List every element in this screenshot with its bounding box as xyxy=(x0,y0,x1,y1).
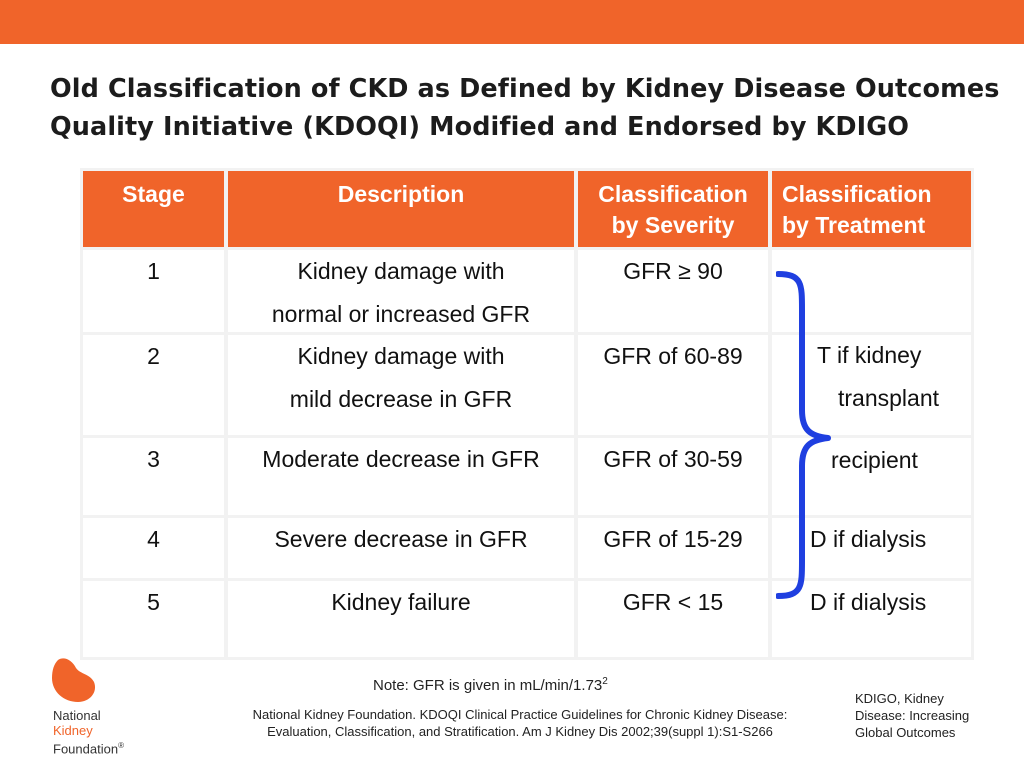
row-5-severity: GFR < 15 xyxy=(578,581,768,657)
slide-title: Old Classification of CKD as Defined by … xyxy=(50,70,1000,146)
row-1-description-line-1: Kidney damage with xyxy=(297,258,505,284)
row-5-stage-text: 5 xyxy=(147,589,160,615)
logo-registered-mark: ® xyxy=(118,741,124,750)
row-3-stage: 3 xyxy=(83,438,224,515)
header-severity-line-1: Classification xyxy=(598,181,748,207)
row-1-stage-text: 1 xyxy=(147,258,160,284)
row-4-stage-text: 4 xyxy=(147,526,160,552)
header-treatment: Classification by Treatment xyxy=(772,171,971,247)
row-3-severity-text: GFR of 30-59 xyxy=(603,446,743,472)
row-3-description-text: Moderate decrease in GFR xyxy=(262,446,540,472)
nkf-logo: National Kidney Foundation® xyxy=(50,656,140,756)
kdigo-footnote-line-3: Global Outcomes xyxy=(855,725,956,740)
row-2-severity: GFR of 60-89 xyxy=(578,335,768,435)
row-4-severity-text: GFR of 15-29 xyxy=(603,526,743,552)
row-1-description: Kidney damage with normal or increased G… xyxy=(228,250,574,332)
treatment-dialysis-row-5: D if dialysis xyxy=(810,589,927,615)
kdigo-footnote: KDIGO, Kidney Disease: Increasing Global… xyxy=(855,690,1005,741)
row-1-description-line-2: normal or increased GFR xyxy=(271,301,531,327)
gfr-unit-note-text: Note: GFR is given in mL/min/1.73 xyxy=(373,677,603,694)
header-stage-label: Stage xyxy=(122,181,185,207)
row-2-stage: 2 xyxy=(83,335,224,435)
row-5-description-text: Kidney failure xyxy=(331,589,471,615)
row-2-severity-text: GFR of 60-89 xyxy=(603,343,743,369)
curly-brace-icon xyxy=(776,271,831,599)
row-5-severity-text: GFR < 15 xyxy=(622,589,724,615)
row-4-description-text: Severe decrease in GFR xyxy=(274,526,528,552)
row-2-description: Kidney damage with mild decrease in GFR xyxy=(228,335,574,435)
header-treatment-line-2: by Treatment xyxy=(782,212,926,238)
citation: National Kidney Foundation. KDOQI Clinic… xyxy=(220,706,820,740)
row-4-description: Severe decrease in GFR xyxy=(228,518,574,578)
row-4-stage: 4 xyxy=(83,518,224,578)
row-2-stage-text: 2 xyxy=(147,343,160,369)
row-3-description: Moderate decrease in GFR xyxy=(228,438,574,515)
row-1-severity: GFR ≥ 90 xyxy=(578,250,768,332)
citation-line-2: Evaluation, Classification, and Stratifi… xyxy=(267,724,773,739)
row-2-description-line-2: mild decrease in GFR xyxy=(289,386,513,412)
header-treatment-line-1: Classification xyxy=(782,181,932,207)
treatment-dialysis-row-4: D if dialysis xyxy=(810,526,927,552)
nkf-logo-text: National Kidney Foundation® xyxy=(53,708,124,756)
header-stage: Stage xyxy=(83,171,224,247)
header-severity-line-2: by Severity xyxy=(611,212,735,238)
row-1-stage: 1 xyxy=(83,250,224,332)
row-4-treatment xyxy=(772,518,971,578)
logo-text-foundation: Foundation xyxy=(53,741,119,757)
header-description-label: Description xyxy=(337,181,465,207)
gfr-unit-note-superscript: 2 xyxy=(602,676,608,687)
logo-text-national: National xyxy=(53,708,101,723)
logo-text-kidney: Kidney xyxy=(53,723,93,738)
slide-title-line-2: Quality Initiative (KDOQI) Modified and … xyxy=(50,112,910,142)
kidney-bean-logo-icon xyxy=(52,658,96,702)
row-1-severity-text: GFR ≥ 90 xyxy=(623,258,723,284)
header-severity: Classification by Severity xyxy=(578,171,768,247)
row-5-description: Kidney failure xyxy=(228,581,574,657)
row-3-stage-text: 3 xyxy=(147,446,160,472)
treatment-transplant-line-3: recipient xyxy=(831,447,918,473)
row-4-severity: GFR of 15-29 xyxy=(578,518,768,578)
slide-title-line-1: Old Classification of CKD as Defined by … xyxy=(50,74,1000,104)
header-description: Description xyxy=(228,171,574,247)
row-2-description-line-1: Kidney damage with xyxy=(297,343,505,369)
row-1-treatment xyxy=(772,250,971,332)
top-accent-bar xyxy=(0,0,1024,44)
citation-line-1: National Kidney Foundation. KDOQI Clinic… xyxy=(252,707,788,722)
treatment-transplant-line-2: transplant xyxy=(838,385,940,411)
row-3-severity: GFR of 30-59 xyxy=(578,438,768,515)
gfr-unit-note: Note: GFR is given in mL/min/1.732 xyxy=(373,676,608,694)
treatment-transplant-line-1: T if kidney xyxy=(817,342,922,368)
row-5-treatment xyxy=(772,581,971,657)
kdigo-footnote-line-2: Disease: Increasing xyxy=(855,708,970,723)
kdigo-footnote-line-1: KDIGO, Kidney xyxy=(855,691,944,706)
ckd-classification-table: Stage Description Classification by Seve… xyxy=(80,168,974,660)
row-5-stage: 5 xyxy=(83,581,224,657)
